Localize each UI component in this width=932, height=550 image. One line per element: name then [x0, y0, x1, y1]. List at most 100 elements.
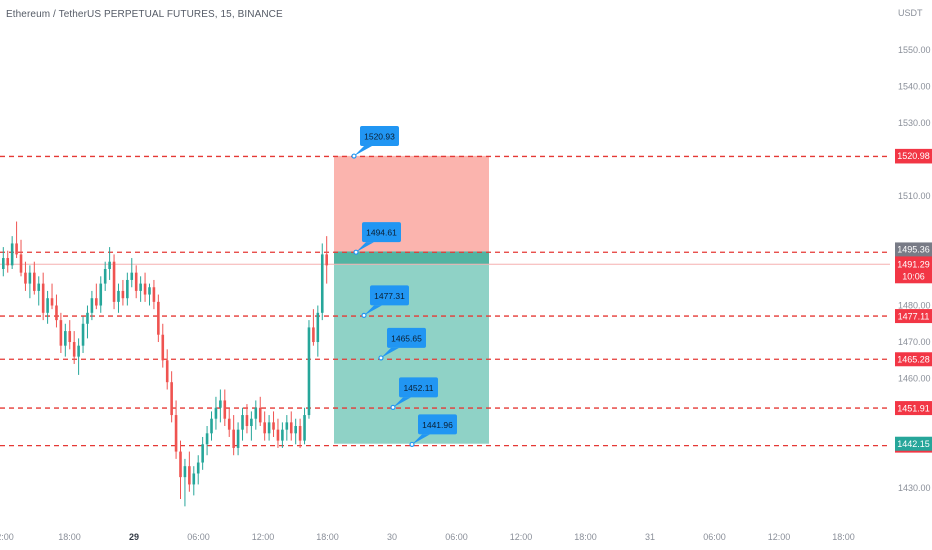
callout-anchor: [353, 249, 359, 255]
candle[interactable]: [15, 243, 18, 255]
price-callout[interactable]: [399, 377, 438, 398]
candle[interactable]: [196, 462, 200, 474]
candle[interactable]: [46, 298, 49, 313]
candle[interactable]: [77, 345, 80, 357]
price-callout[interactable]: [418, 414, 457, 435]
candle[interactable]: [219, 400, 222, 408]
x-axis-tick-label: 31: [645, 532, 655, 542]
candle[interactable]: [50, 298, 54, 306]
axis-price-tag[interactable]: [895, 436, 932, 451]
candle[interactable]: [165, 360, 169, 383]
x-axis-tick-label: 30: [387, 532, 397, 542]
price-callout[interactable]: [387, 327, 426, 348]
price-callout[interactable]: [362, 222, 401, 243]
candle[interactable]: [2, 258, 5, 269]
candle[interactable]: [170, 382, 173, 416]
candle[interactable]: [55, 305, 58, 321]
candle[interactable]: [64, 331, 67, 346]
callout-label: 1520.93: [364, 132, 395, 142]
axis-price-tag[interactable]: [895, 257, 932, 284]
candle[interactable]: [298, 426, 302, 441]
candle[interactable]: [227, 418, 231, 430]
candle[interactable]: [19, 254, 23, 273]
candle[interactable]: [121, 290, 125, 299]
candle[interactable]: [241, 415, 244, 430]
candle[interactable]: [139, 283, 142, 291]
candle[interactable]: [294, 426, 297, 434]
last-price-tag[interactable]: [895, 242, 932, 257]
candle[interactable]: [236, 429, 240, 448]
candle[interactable]: [201, 444, 204, 463]
candle[interactable]: [289, 422, 293, 434]
x-axis-tick-label: 18:00: [574, 532, 597, 542]
candle[interactable]: [285, 422, 289, 430]
candle[interactable]: [205, 433, 209, 445]
candle[interactable]: [33, 272, 36, 291]
candle[interactable]: [90, 298, 94, 313]
candle[interactable]: [112, 261, 116, 302]
callout-pointer: [393, 397, 411, 408]
candle[interactable]: [307, 327, 311, 416]
candle[interactable]: [103, 269, 107, 284]
candle[interactable]: [320, 254, 324, 313]
candle[interactable]: [148, 287, 151, 295]
candle[interactable]: [303, 415, 306, 441]
axis-price-tag-label: 1495.36: [897, 245, 930, 255]
candle[interactable]: [24, 272, 27, 284]
candle[interactable]: [157, 301, 160, 335]
candle[interactable]: [232, 429, 235, 448]
candle[interactable]: [281, 429, 284, 441]
price-callout[interactable]: [360, 126, 399, 147]
candle[interactable]: [99, 283, 103, 306]
candle[interactable]: [272, 422, 275, 430]
candle[interactable]: [126, 279, 129, 299]
candle[interactable]: [152, 287, 156, 302]
candle[interactable]: [37, 283, 41, 291]
entry-zone[interactable]: [334, 251, 489, 265]
candle[interactable]: [130, 272, 134, 280]
candle[interactable]: [267, 422, 271, 434]
candle[interactable]: [192, 473, 196, 485]
candle[interactable]: [10, 243, 14, 266]
candle[interactable]: [143, 283, 147, 295]
candle[interactable]: [59, 320, 63, 346]
candle[interactable]: [250, 418, 253, 427]
candle[interactable]: [28, 272, 32, 284]
candle[interactable]: [179, 451, 182, 478]
candle[interactable]: [325, 254, 328, 266]
level-price-tag[interactable]: [895, 401, 932, 416]
candle[interactable]: [312, 327, 315, 343]
candle[interactable]: [258, 407, 262, 423]
candle[interactable]: [108, 261, 111, 269]
candle[interactable]: [183, 466, 187, 478]
candle[interactable]: [210, 418, 213, 434]
stop-loss-zone[interactable]: [334, 155, 489, 252]
take-profit-zone[interactable]: [334, 264, 489, 444]
candle[interactable]: [161, 334, 165, 361]
candle[interactable]: [214, 407, 218, 419]
candle[interactable]: [72, 342, 76, 357]
level-price-tag[interactable]: [895, 352, 932, 367]
candle[interactable]: [41, 283, 45, 313]
candle[interactable]: [316, 312, 320, 343]
candle[interactable]: [276, 429, 280, 441]
candle[interactable]: [263, 422, 266, 434]
axis-price-tag[interactable]: [895, 148, 932, 163]
candle[interactable]: [254, 407, 258, 419]
candle[interactable]: [6, 258, 10, 266]
candle[interactable]: [134, 272, 138, 291]
level-price-tag[interactable]: [895, 309, 932, 324]
candle[interactable]: [81, 323, 85, 346]
x-axis-tick-label: 12:00: [510, 532, 533, 542]
candle[interactable]: [68, 331, 72, 343]
candle[interactable]: [174, 415, 178, 452]
candle[interactable]: [188, 466, 191, 485]
price-callout[interactable]: [370, 285, 409, 306]
candle[interactable]: [245, 415, 249, 427]
candle[interactable]: [223, 400, 227, 419]
candle[interactable]: [86, 312, 89, 324]
candle[interactable]: [117, 290, 120, 302]
candle[interactable]: [95, 298, 98, 306]
